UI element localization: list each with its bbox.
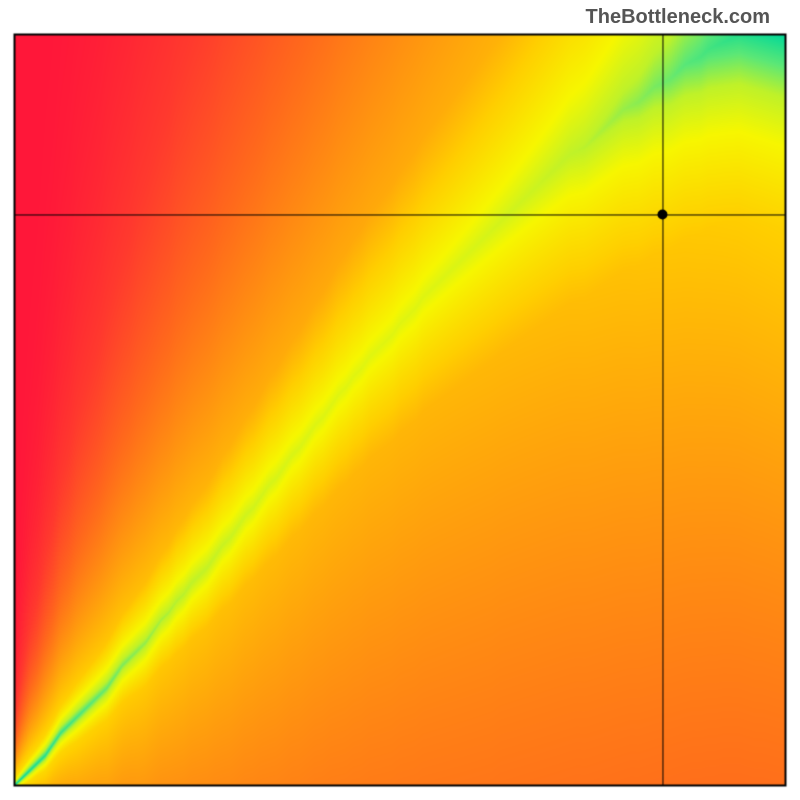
- watermark-text: TheBottleneck.com: [586, 6, 770, 29]
- bottleneck-heatmap: [0, 0, 800, 800]
